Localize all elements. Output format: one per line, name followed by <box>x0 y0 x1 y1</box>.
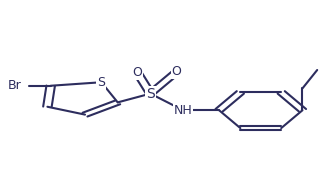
Text: Br: Br <box>8 79 22 92</box>
Text: S: S <box>146 87 155 101</box>
Text: S: S <box>97 76 105 89</box>
Text: O: O <box>172 65 181 78</box>
Text: O: O <box>132 66 142 79</box>
Text: NH: NH <box>174 104 193 117</box>
